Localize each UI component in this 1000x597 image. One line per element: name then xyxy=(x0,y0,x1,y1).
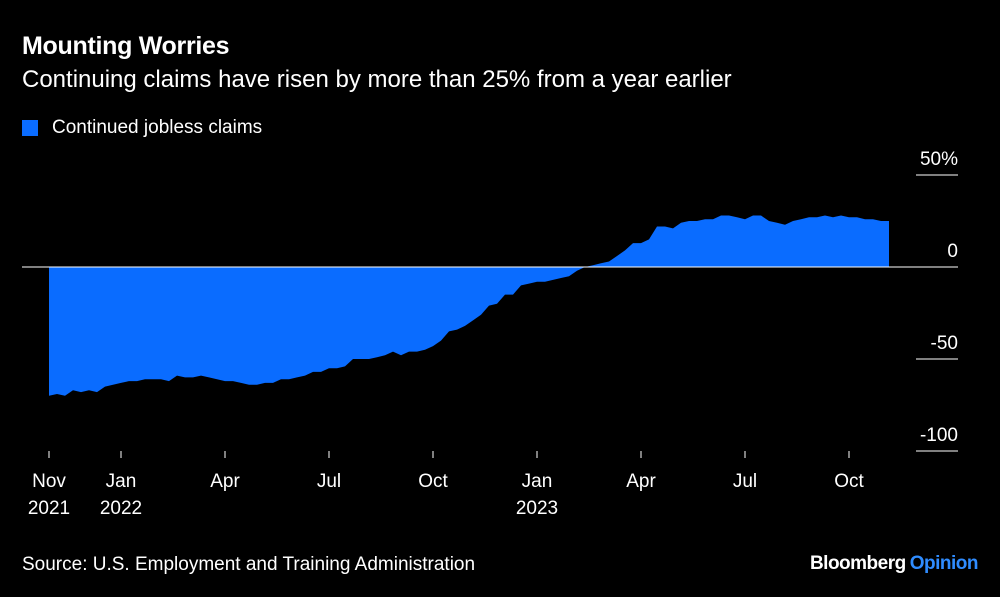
chart-subtitle: Continuing claims have risen by more tha… xyxy=(22,66,732,93)
chart-legend: Continued jobless claims xyxy=(22,117,262,139)
x-tick-label: Apr xyxy=(626,471,656,492)
series-area xyxy=(49,215,889,396)
y-tick-label: -100 xyxy=(920,425,958,446)
legend-label: Continued jobless claims xyxy=(52,117,263,138)
x-tick-label: Nov xyxy=(32,471,66,492)
brand-logo: Bloomberg Opinion xyxy=(809,553,979,575)
x-tick-year-label: 2023 xyxy=(516,498,558,519)
chart-title: Mounting Worries xyxy=(22,32,230,60)
x-tick-year-label: 2021 xyxy=(28,498,70,519)
brand-name: Bloomberg xyxy=(809,553,906,574)
x-tick-label: Jul xyxy=(733,471,757,492)
source-note: Source: U.S. Employment and Training Adm… xyxy=(22,554,476,575)
y-tick-label: 50% xyxy=(920,149,958,170)
x-tick-label: Oct xyxy=(834,471,864,492)
x-tick-label: Apr xyxy=(210,471,240,492)
x-tick-label: Jul xyxy=(317,471,341,492)
brand-suffix: Opinion xyxy=(909,553,979,574)
y-tick-label: -50 xyxy=(931,333,958,354)
x-tick-label: Oct xyxy=(418,471,448,492)
x-tick-year-label: 2022 xyxy=(100,498,142,519)
legend-swatch xyxy=(22,120,38,136)
y-tick-label: 0 xyxy=(947,241,958,262)
x-tick-label: Jan xyxy=(522,471,553,492)
x-tick-label: Jan xyxy=(106,471,137,492)
